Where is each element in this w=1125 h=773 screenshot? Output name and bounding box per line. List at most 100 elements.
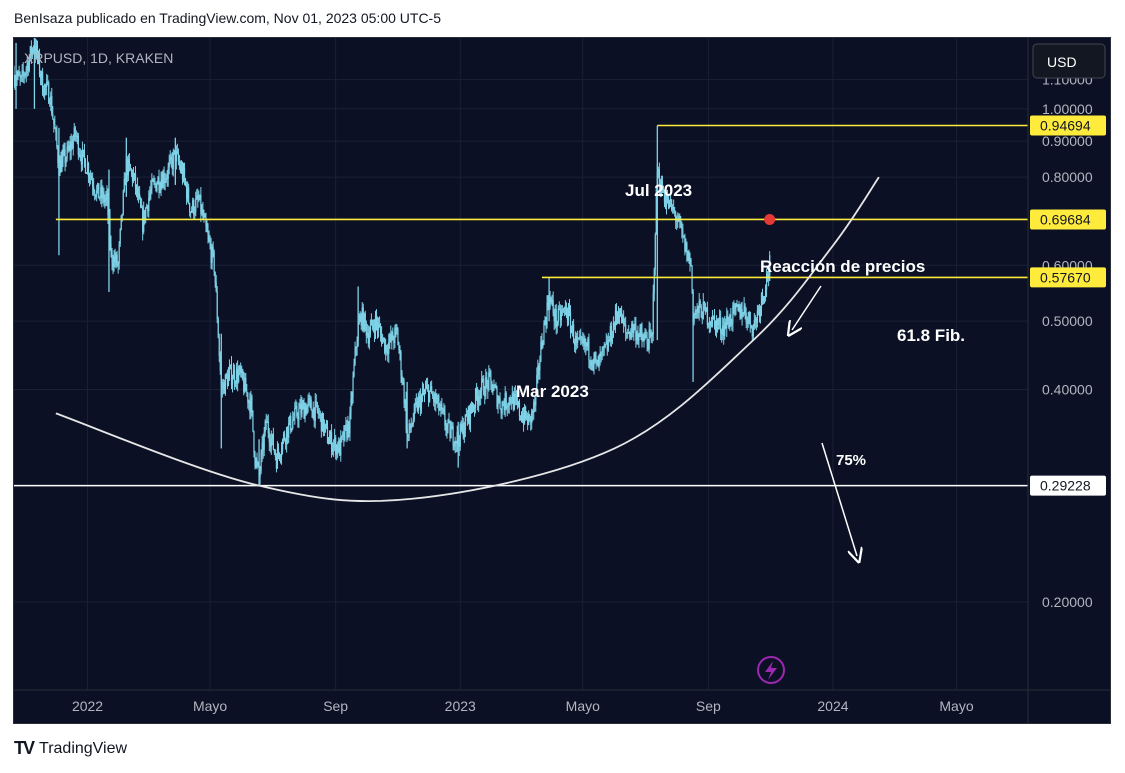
candle-body [293,418,295,420]
candle-body [50,95,52,105]
candle-body [330,432,333,452]
candle-body [69,144,71,152]
candle-body [643,337,645,342]
price-badge [1030,115,1106,136]
candle-body [172,152,174,170]
x-tick-label: Sep [323,698,348,714]
candle-body [404,399,406,404]
candle-body [760,293,763,308]
candle-body [361,307,363,326]
candle-body [117,263,119,266]
candle-body [506,406,508,409]
candle-body [223,382,225,394]
candle-body [431,386,433,394]
candle-body [320,413,322,432]
candle-body [93,186,95,192]
candle-body [477,395,479,404]
candle-body [309,398,311,400]
candle-body [368,334,370,344]
candle-body [88,176,91,178]
candle-body [188,187,190,204]
candle-body [654,234,656,270]
candlestick-chart[interactable]: Reacción de precios 75% Jul 2023 61.8 Fi… [14,38,1110,723]
candle-body [35,45,38,54]
candle-body [269,442,271,447]
candle-body [87,163,90,177]
candle-body [633,326,635,333]
candle-body [135,185,138,189]
currency-button[interactable]: USD [1032,43,1106,79]
candle-body [672,206,674,210]
candle-body [752,326,754,337]
candle-body [54,124,56,129]
candle-body [34,46,37,54]
candle-body [437,395,439,401]
candle-body [675,213,677,221]
candle-body [55,128,57,132]
candle-body [268,433,270,443]
candle-body [77,135,79,155]
candle-body [160,180,162,189]
candle-body [719,317,721,323]
candle-body [83,150,86,160]
time-axis[interactable]: 2022 Mayo Sep 2023 Mayo Sep 2024 Mayo [72,698,974,714]
candle-body [708,322,711,326]
candle-body [594,353,596,359]
candle-body [156,184,158,191]
candle-body [715,319,718,332]
candle-body [662,191,665,193]
candle-body [577,339,579,343]
candle-body [300,403,302,414]
candle-body [275,456,278,469]
candle-body [660,180,663,196]
candle-body [152,179,154,182]
candle-body [432,393,434,397]
price-badge-label: 0.29228 [1040,478,1091,494]
candle-body [652,292,654,335]
candle-body [107,192,109,216]
candle-body [482,378,484,380]
candle-body [664,202,667,207]
candle-body [312,407,314,418]
candle-body [229,364,232,368]
candle-body [401,375,403,382]
candle-body [285,439,287,444]
candle-body [429,390,431,402]
candle-body [601,349,603,353]
candle-body [481,378,483,391]
candle-body [396,328,398,331]
candle-body [167,167,169,179]
candle-body [763,296,766,301]
candle-body [698,300,700,313]
candle-body [467,406,470,422]
candle-body [497,401,499,407]
candle-body [264,420,266,433]
candle-body [628,331,630,334]
candle-body [247,392,249,403]
candle-body [591,365,593,367]
candle-body [274,452,277,457]
lightning-icon[interactable] [757,656,785,684]
candle-body [661,180,664,192]
candle-body [151,179,153,189]
chart-panel[interactable]: Reacción de precios 75% Jul 2023 61.8 Fi… [13,37,1111,724]
price-axis[interactable]: 1.100001.000000.900000.800000.600000.500… [1042,72,1093,610]
candle-body [168,161,170,168]
candle-body [282,434,285,440]
candle-body [484,394,486,397]
candle-body [276,448,279,469]
candle-body [612,323,615,338]
candle-body [483,378,485,395]
candle-body [120,215,122,230]
candle-body [324,423,327,425]
candle-body [281,439,284,451]
footer-brand[interactable]: TradingView [39,739,128,757]
candle-body [647,344,649,350]
candle-body [694,314,696,316]
candle-body [657,169,659,173]
candle-body [435,393,437,404]
x-tick-label: 2023 [445,698,476,714]
candle-body [590,361,592,366]
candle-body [705,307,707,312]
candle-body [236,368,238,384]
